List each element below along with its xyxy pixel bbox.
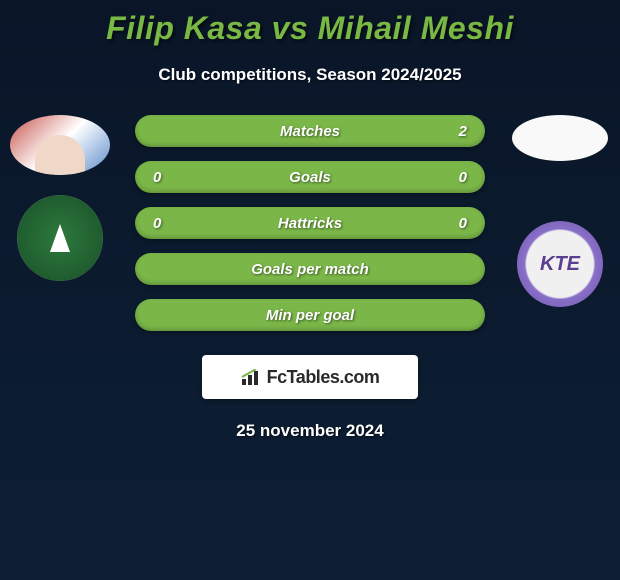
left-club-badge (17, 195, 103, 281)
right-player-column: KTE (505, 115, 615, 307)
stat-left-value: 0 (153, 215, 173, 232)
stat-label: Hattricks (173, 215, 447, 232)
bar-chart-icon (241, 369, 263, 385)
branding-box[interactable]: FcTables.com (202, 355, 418, 399)
stat-left-value: 0 (153, 169, 173, 186)
stat-row-goals: 0 Goals 0 (135, 161, 485, 193)
stat-right-value: 0 (447, 169, 467, 186)
stat-right-value: 0 (447, 215, 467, 232)
stat-row-min-per-goal: Min per goal (135, 299, 485, 331)
stat-right-value: 2 (447, 123, 467, 140)
branding-label: FcTables.com (267, 367, 380, 388)
stats-column: Matches 2 0 Goals 0 0 Hattricks 0 Goals … (135, 115, 485, 331)
stat-row-goals-per-match: Goals per match (135, 253, 485, 285)
left-player-photo (10, 115, 110, 175)
right-club-badge: KTE (517, 221, 603, 307)
stat-label: Min per goal (173, 307, 447, 324)
left-player-column (5, 115, 115, 281)
comparison-subtitle: Club competitions, Season 2024/2025 (0, 65, 620, 85)
stat-row-hattricks: 0 Hattricks 0 (135, 207, 485, 239)
snapshot-date: 25 november 2024 (0, 421, 620, 441)
stat-label: Goals (173, 169, 447, 186)
stat-row-matches: Matches 2 (135, 115, 485, 147)
stat-label: Goals per match (173, 261, 447, 278)
right-player-photo (512, 115, 608, 161)
comparison-title: Filip Kasa vs Mihail Meshi (0, 0, 620, 47)
stat-label: Matches (173, 123, 447, 140)
